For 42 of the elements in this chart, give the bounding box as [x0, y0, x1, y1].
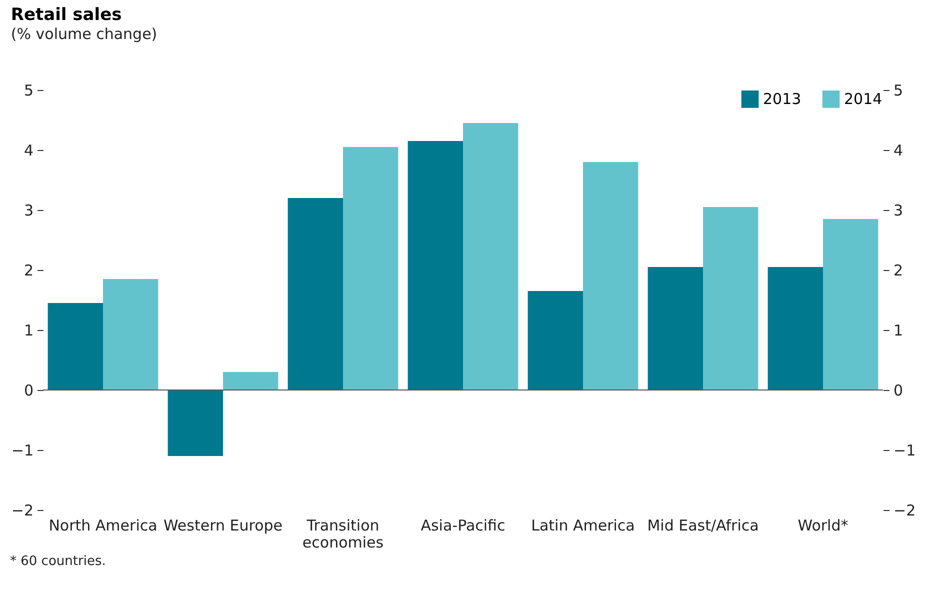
- x-tick-label: Western Europe: [163, 516, 283, 534]
- bar: [48, 303, 103, 390]
- x-tick-label: World*: [798, 516, 849, 534]
- y2-tick-label: 4: [894, 142, 904, 160]
- bar: [768, 267, 823, 390]
- y-tick-label: 3: [24, 202, 34, 220]
- y2-tick-label: 2: [894, 262, 904, 280]
- bar: [648, 267, 703, 390]
- text: * 60 countries.: [10, 554, 107, 569]
- y-tick-label: 0: [24, 382, 34, 400]
- bar: [223, 372, 278, 390]
- x-tick-label: North America: [48, 516, 158, 534]
- chart-subtitle: (% volume change): [10, 25, 158, 43]
- y-tick-label: 2: [24, 262, 34, 280]
- x-tick-label: Mid East/Africa: [647, 516, 759, 534]
- x-tick-label: Latin America: [531, 516, 635, 534]
- y-tick-label: −1: [11, 442, 34, 460]
- y-tick-label: −2: [11, 502, 34, 520]
- bar: [408, 141, 463, 390]
- y2-tick-label: −1: [894, 442, 916, 460]
- bar: [343, 147, 398, 390]
- bar: [103, 279, 158, 390]
- y-tick-label: 1: [24, 322, 34, 340]
- bar: [583, 162, 638, 390]
- bar: [288, 198, 343, 390]
- bar: [528, 291, 583, 390]
- y2-tick-label: 3: [894, 202, 904, 220]
- x-tick-label: Asia-Pacific: [420, 516, 506, 534]
- y2-tick-label: 0: [894, 382, 904, 400]
- x-tick-label: Transition economies: [302, 516, 384, 552]
- bar: [168, 390, 223, 456]
- bar: [703, 207, 758, 390]
- chart-title: Retail sales: [10, 5, 122, 25]
- y2-tick-label: −2: [894, 502, 916, 520]
- y-tick-label: 5: [24, 82, 34, 100]
- legend-label: 2013: [763, 90, 802, 108]
- bar: [823, 219, 878, 390]
- legend-label: 2014: [844, 90, 882, 108]
- y2-tick-label: 5: [894, 82, 904, 100]
- y2-tick-label: 1: [894, 322, 904, 340]
- bar: [463, 123, 518, 390]
- y-tick-label: 4: [24, 142, 34, 160]
